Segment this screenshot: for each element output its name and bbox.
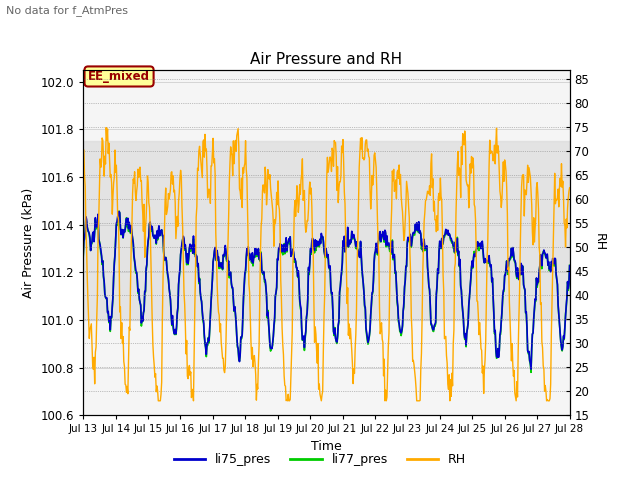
Title: Air Pressure and RH: Air Pressure and RH: [250, 52, 403, 67]
Text: EE_mixed: EE_mixed: [88, 70, 150, 83]
Bar: [83, 141, 570, 320]
Y-axis label: RH: RH: [593, 233, 606, 252]
Legend: li75_pres, li77_pres, RH: li75_pres, li77_pres, RH: [169, 448, 471, 471]
Y-axis label: Air Pressure (kPa): Air Pressure (kPa): [22, 187, 35, 298]
Text: No data for f_AtmPres: No data for f_AtmPres: [6, 5, 129, 16]
X-axis label: Time: Time: [311, 440, 342, 453]
